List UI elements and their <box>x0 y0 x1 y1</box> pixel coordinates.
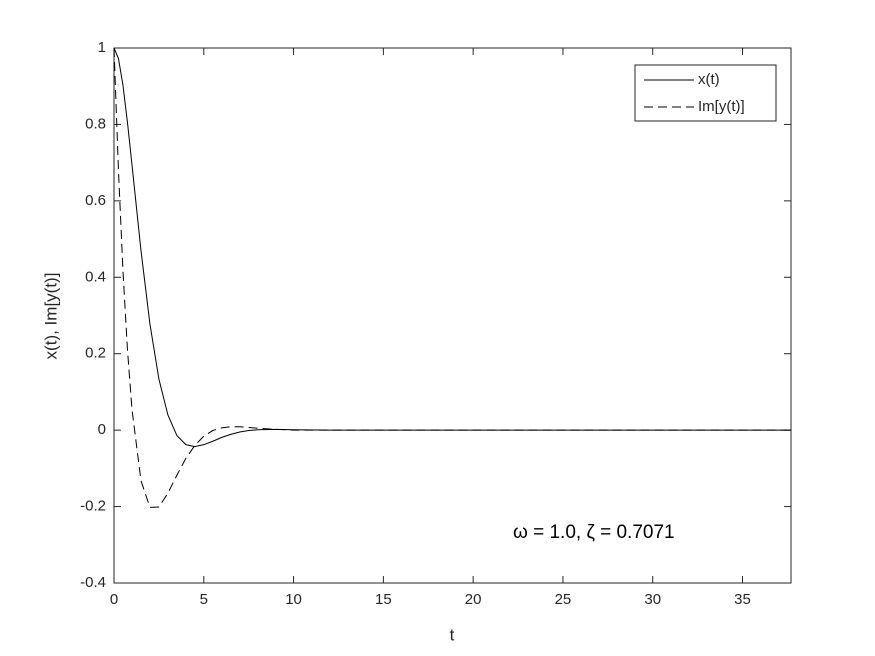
x-tick-label: 10 <box>285 591 302 608</box>
y-tick-label: 0.8 <box>85 115 106 132</box>
annotation: ω = 1.0, ζ = 0.7071 <box>513 522 675 543</box>
x-tick-label: 20 <box>465 591 482 608</box>
y-tick-label: 0.6 <box>85 192 106 209</box>
x-tick-label: 25 <box>555 591 572 608</box>
plot-area <box>113 47 792 584</box>
y-axis-label: x(t), Im[y(t)] <box>41 273 60 360</box>
y-tick-label: 1 <box>98 39 106 56</box>
y-tick-label: 0 <box>98 421 106 438</box>
x-tick-label: 15 <box>375 591 392 608</box>
y-tick-label: 0.4 <box>85 268 106 285</box>
y-tick-label: -0.2 <box>80 498 106 515</box>
legend-label: x(t) <box>698 71 720 88</box>
x-tick-label: 35 <box>734 591 751 608</box>
x-tick-label: 30 <box>644 591 661 608</box>
y-tick-label: 0.2 <box>85 345 106 362</box>
x-tick-label: 0 <box>110 591 118 608</box>
x-tick-label: 5 <box>200 591 208 608</box>
legend-box <box>634 64 777 122</box>
legend-label: Im[y(t)] <box>698 98 745 115</box>
y-tick-label: -0.4 <box>80 574 106 591</box>
x-axis-label: t <box>450 625 455 644</box>
series-line <box>113 47 791 448</box>
series-line <box>113 47 791 508</box>
